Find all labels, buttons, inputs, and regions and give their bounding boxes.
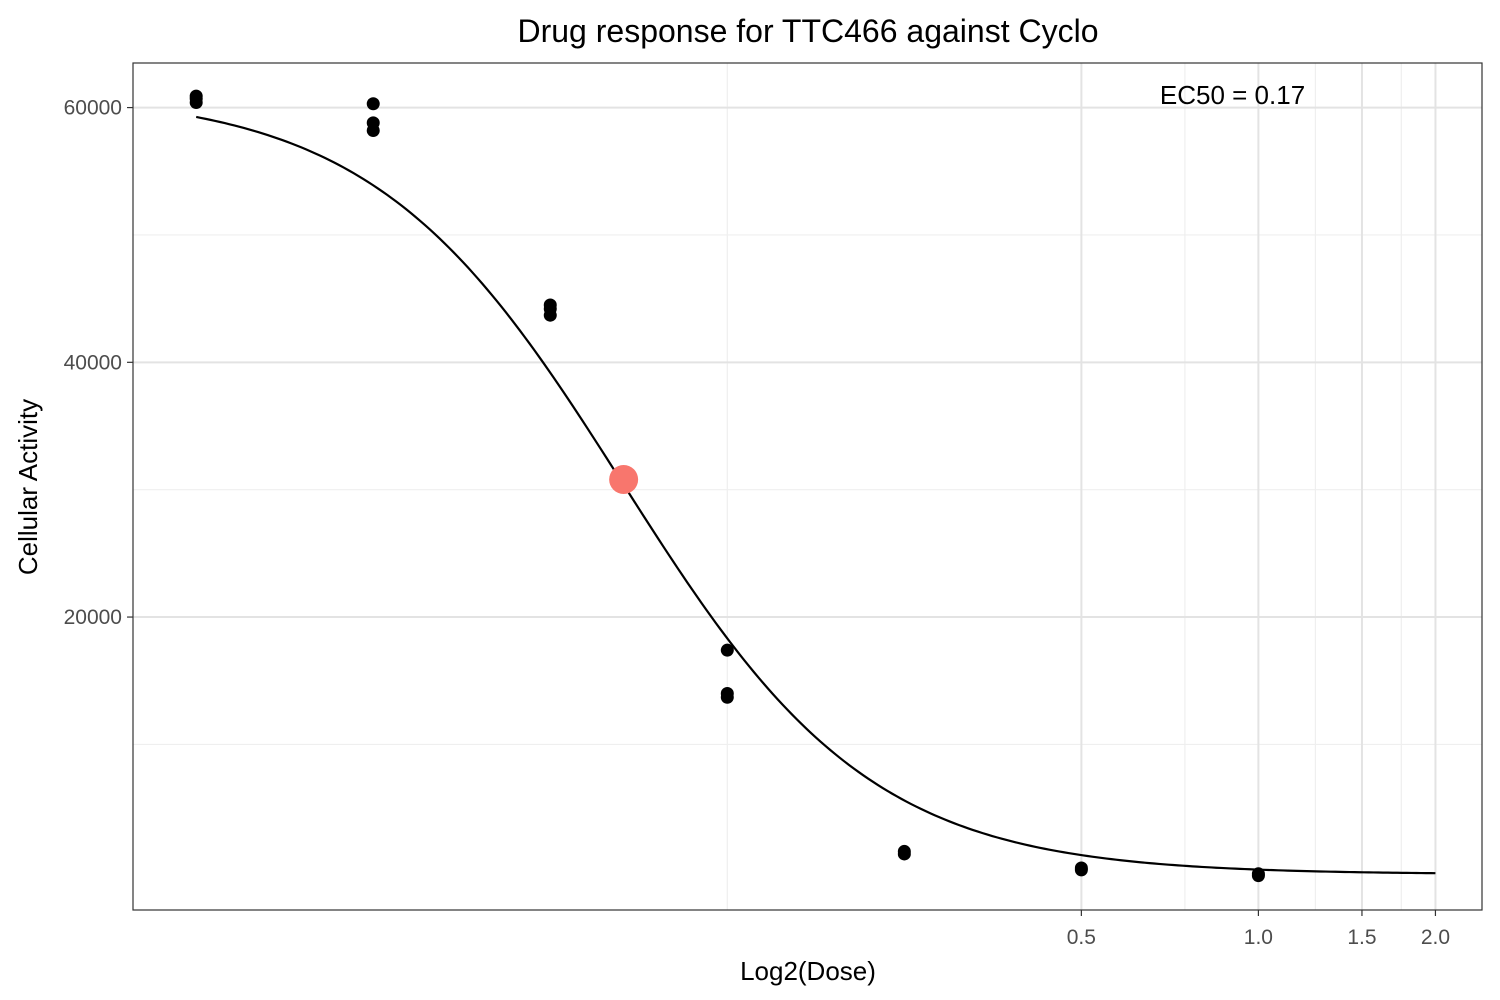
y-tick-label: 40000 [64,351,122,374]
fit-curve-line [195,115,1436,875]
data-point [189,95,203,109]
data-point [897,847,911,861]
x-tick-label: 1.5 [1347,926,1376,949]
fit-curve-layer [195,115,1436,875]
y-tick-label: 20000 [64,606,122,629]
ec50-highlight-layer [609,464,639,494]
gridlines [133,63,1482,910]
x-axis-title: Log2(Dose) [740,956,876,986]
x-tick-label: 1.0 [1244,926,1273,949]
plot-panel [133,63,1482,910]
data-points [189,89,1265,883]
x-tick-label: 0.5 [1067,926,1096,949]
data-point [1251,869,1265,883]
ec50-annotation: EC50 = 0.17 [1160,80,1305,110]
data-point [1074,863,1088,877]
data-point [543,308,557,322]
panel-border [132,62,1483,911]
x-axis-ticks: 0.5 1.0 1.5 2.0 [1067,910,1450,949]
x-tick-label: 2.0 [1421,926,1450,949]
y-tick-label: 60000 [64,97,122,120]
annotation-layer: EC50 = 0.17 [1160,80,1305,110]
y-axis-ticks: 20000 40000 60000 [64,97,133,629]
data-point [366,124,380,138]
chart-title: Drug response for TTC466 against Cyclo [517,13,1098,49]
y-axis-title: Cellular Activity [13,399,43,575]
data-point [720,690,734,704]
ec50-highlight-point [609,464,639,494]
data-point [720,643,734,657]
data-point [366,97,380,111]
